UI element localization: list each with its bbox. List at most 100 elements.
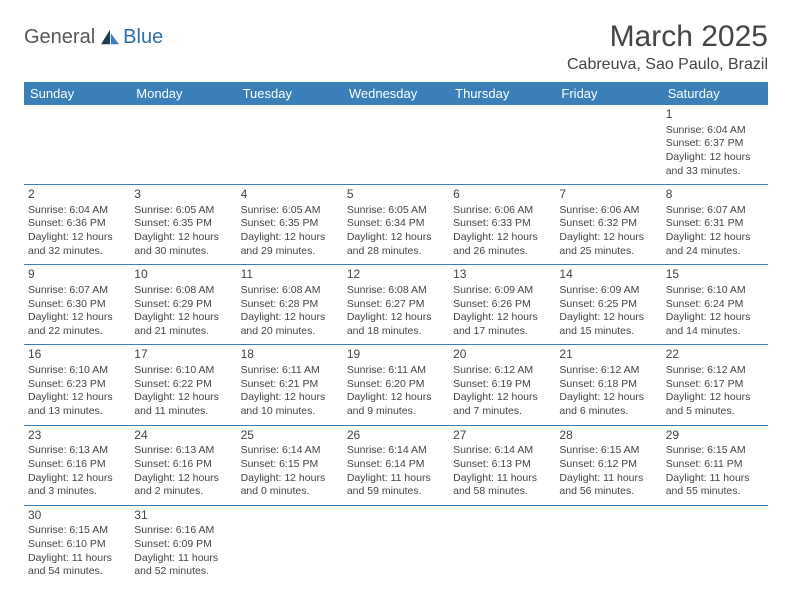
day-detail-day2: and 22 minutes.	[28, 325, 126, 339]
calendar-week-row: 23Sunrise: 6:13 AMSunset: 6:16 PMDayligh…	[24, 425, 768, 505]
day-number: 13	[453, 267, 551, 283]
calendar-day-cell: 17Sunrise: 6:10 AMSunset: 6:22 PMDayligh…	[130, 345, 236, 425]
day-detail-sunrise: Sunrise: 6:10 AM	[666, 284, 764, 298]
day-detail-day1: Daylight: 11 hours	[666, 472, 764, 486]
day-detail-sunrise: Sunrise: 6:12 AM	[666, 364, 764, 378]
day-detail-sunrise: Sunrise: 6:05 AM	[134, 204, 232, 218]
calendar-day-cell: 14Sunrise: 6:09 AMSunset: 6:25 PMDayligh…	[555, 265, 661, 345]
day-detail-day1: Daylight: 12 hours	[241, 472, 339, 486]
day-number: 11	[241, 267, 339, 283]
day-detail-sunset: Sunset: 6:20 PM	[347, 378, 445, 392]
day-number: 17	[134, 347, 232, 363]
calendar-day-cell: 23Sunrise: 6:13 AMSunset: 6:16 PMDayligh…	[24, 425, 130, 505]
day-detail-day1: Daylight: 12 hours	[134, 311, 232, 325]
day-detail-day2: and 20 minutes.	[241, 325, 339, 339]
day-detail-day2: and 29 minutes.	[241, 245, 339, 259]
calendar-day-cell: 31Sunrise: 6:16 AMSunset: 6:09 PMDayligh…	[130, 505, 236, 585]
calendar-day-cell	[237, 105, 343, 185]
day-detail-day2: and 54 minutes.	[28, 565, 126, 579]
day-detail-day1: Daylight: 11 hours	[559, 472, 657, 486]
day-detail-sunset: Sunset: 6:29 PM	[134, 298, 232, 312]
day-detail-sunrise: Sunrise: 6:07 AM	[28, 284, 126, 298]
calendar-day-cell: 9Sunrise: 6:07 AMSunset: 6:30 PMDaylight…	[24, 265, 130, 345]
day-number: 19	[347, 347, 445, 363]
calendar-day-cell: 1Sunrise: 6:04 AMSunset: 6:37 PMDaylight…	[662, 105, 768, 185]
calendar-day-cell	[555, 505, 661, 585]
day-detail-day1: Daylight: 12 hours	[666, 311, 764, 325]
day-detail-day2: and 14 minutes.	[666, 325, 764, 339]
calendar-day-cell: 10Sunrise: 6:08 AMSunset: 6:29 PMDayligh…	[130, 265, 236, 345]
day-number: 15	[666, 267, 764, 283]
calendar-day-cell: 24Sunrise: 6:13 AMSunset: 6:16 PMDayligh…	[130, 425, 236, 505]
calendar-day-cell	[237, 505, 343, 585]
day-detail-sunrise: Sunrise: 6:08 AM	[241, 284, 339, 298]
day-detail-sunrise: Sunrise: 6:13 AM	[28, 444, 126, 458]
day-detail-sunrise: Sunrise: 6:08 AM	[347, 284, 445, 298]
day-detail-sunset: Sunset: 6:18 PM	[559, 378, 657, 392]
day-detail-day2: and 18 minutes.	[347, 325, 445, 339]
day-detail-sunset: Sunset: 6:36 PM	[28, 217, 126, 231]
calendar-week-row: 16Sunrise: 6:10 AMSunset: 6:23 PMDayligh…	[24, 345, 768, 425]
day-detail-sunrise: Sunrise: 6:12 AM	[453, 364, 551, 378]
day-detail-day1: Daylight: 11 hours	[134, 552, 232, 566]
calendar-day-cell: 18Sunrise: 6:11 AMSunset: 6:21 PMDayligh…	[237, 345, 343, 425]
day-detail-day2: and 52 minutes.	[134, 565, 232, 579]
calendar-day-cell: 7Sunrise: 6:06 AMSunset: 6:32 PMDaylight…	[555, 185, 661, 265]
calendar-day-cell: 20Sunrise: 6:12 AMSunset: 6:19 PMDayligh…	[449, 345, 555, 425]
calendar-day-cell: 12Sunrise: 6:08 AMSunset: 6:27 PMDayligh…	[343, 265, 449, 345]
day-number: 23	[28, 428, 126, 444]
calendar-day-cell	[449, 105, 555, 185]
day-detail-day1: Daylight: 12 hours	[559, 391, 657, 405]
day-detail-day2: and 11 minutes.	[134, 405, 232, 419]
day-detail-sunset: Sunset: 6:31 PM	[666, 217, 764, 231]
calendar-day-cell: 8Sunrise: 6:07 AMSunset: 6:31 PMDaylight…	[662, 185, 768, 265]
day-number: 18	[241, 347, 339, 363]
title-block: March 2025 Cabreuva, Sao Paulo, Brazil	[567, 20, 768, 74]
day-detail-day1: Daylight: 12 hours	[559, 231, 657, 245]
calendar-day-cell	[555, 105, 661, 185]
day-detail-sunset: Sunset: 6:11 PM	[666, 458, 764, 472]
day-detail-day1: Daylight: 12 hours	[453, 391, 551, 405]
day-detail-sunset: Sunset: 6:21 PM	[241, 378, 339, 392]
day-detail-sunrise: Sunrise: 6:10 AM	[134, 364, 232, 378]
day-number: 2	[28, 187, 126, 203]
logo-sail-icon	[99, 28, 121, 46]
day-detail-day1: Daylight: 12 hours	[241, 231, 339, 245]
day-number: 1	[666, 107, 764, 123]
weekday-header: Wednesday	[343, 82, 449, 105]
day-detail-sunrise: Sunrise: 6:08 AM	[134, 284, 232, 298]
day-detail-sunrise: Sunrise: 6:11 AM	[241, 364, 339, 378]
day-detail-sunset: Sunset: 6:32 PM	[559, 217, 657, 231]
day-detail-sunset: Sunset: 6:10 PM	[28, 538, 126, 552]
calendar-day-cell	[24, 105, 130, 185]
day-number: 27	[453, 428, 551, 444]
location: Cabreuva, Sao Paulo, Brazil	[567, 56, 768, 74]
day-detail-sunrise: Sunrise: 6:06 AM	[453, 204, 551, 218]
day-detail-sunrise: Sunrise: 6:14 AM	[241, 444, 339, 458]
weekday-header: Sunday	[24, 82, 130, 105]
day-detail-sunrise: Sunrise: 6:15 AM	[559, 444, 657, 458]
weekday-header: Saturday	[662, 82, 768, 105]
day-number: 9	[28, 267, 126, 283]
calendar-day-cell	[662, 505, 768, 585]
calendar-table: Sunday Monday Tuesday Wednesday Thursday…	[24, 82, 768, 585]
calendar-day-cell: 2Sunrise: 6:04 AMSunset: 6:36 PMDaylight…	[24, 185, 130, 265]
day-number: 30	[28, 508, 126, 524]
day-detail-sunset: Sunset: 6:15 PM	[241, 458, 339, 472]
day-detail-day2: and 28 minutes.	[347, 245, 445, 259]
weekday-header: Thursday	[449, 82, 555, 105]
day-detail-sunset: Sunset: 6:24 PM	[666, 298, 764, 312]
day-detail-sunset: Sunset: 6:33 PM	[453, 217, 551, 231]
day-detail-day2: and 30 minutes.	[134, 245, 232, 259]
day-detail-day2: and 59 minutes.	[347, 485, 445, 499]
day-detail-day1: Daylight: 12 hours	[453, 311, 551, 325]
day-number: 5	[347, 187, 445, 203]
calendar-day-cell: 29Sunrise: 6:15 AMSunset: 6:11 PMDayligh…	[662, 425, 768, 505]
day-detail-sunrise: Sunrise: 6:15 AM	[28, 524, 126, 538]
day-detail-sunset: Sunset: 6:12 PM	[559, 458, 657, 472]
day-detail-sunrise: Sunrise: 6:11 AM	[347, 364, 445, 378]
day-detail-sunset: Sunset: 6:09 PM	[134, 538, 232, 552]
day-detail-day1: Daylight: 12 hours	[28, 231, 126, 245]
calendar-day-cell: 28Sunrise: 6:15 AMSunset: 6:12 PMDayligh…	[555, 425, 661, 505]
day-number: 25	[241, 428, 339, 444]
